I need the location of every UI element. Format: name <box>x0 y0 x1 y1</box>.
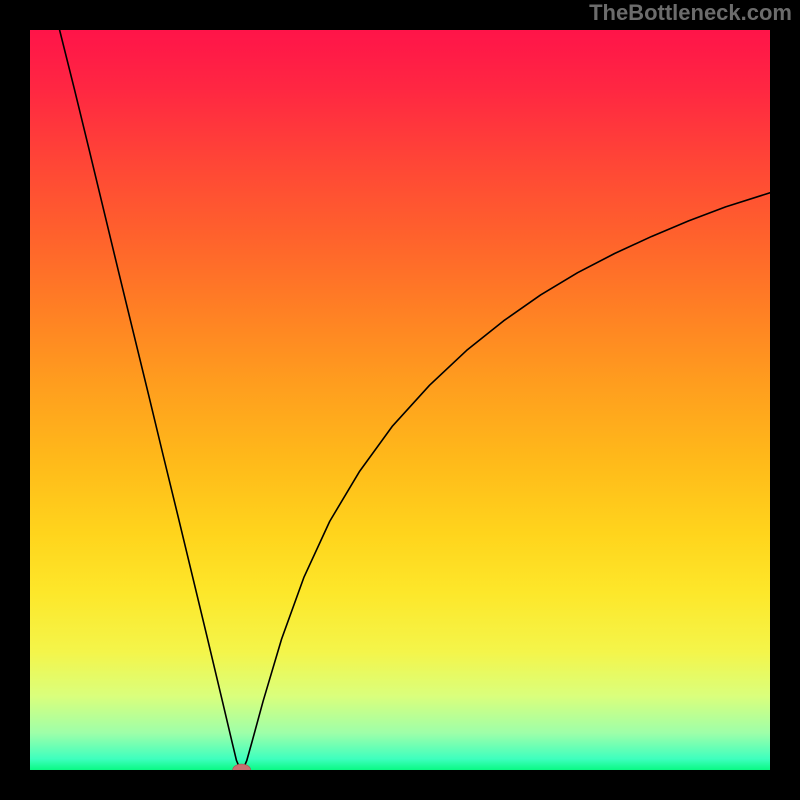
watermark-text: TheBottleneck.com <box>589 0 792 26</box>
plot-area <box>30 30 770 770</box>
gradient-background <box>30 30 770 770</box>
plot-svg <box>30 30 770 770</box>
chart-container: TheBottleneck.com <box>0 0 800 800</box>
